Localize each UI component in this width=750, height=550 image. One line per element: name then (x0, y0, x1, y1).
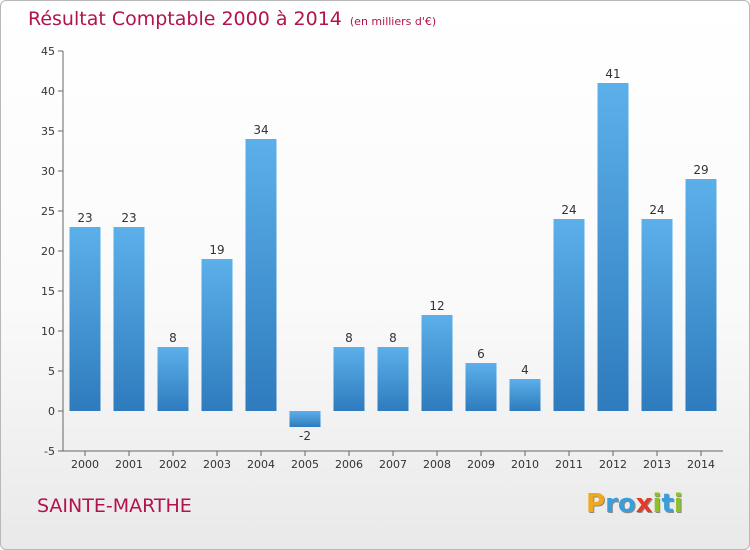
x-tick-label: 2000 (71, 458, 99, 471)
logo-letter: i (652, 489, 662, 519)
logo-letter: t (661, 489, 674, 519)
bar-value-label: 24 (649, 203, 664, 217)
y-tick-label: 25 (41, 205, 55, 218)
x-tick-label: 2012 (599, 458, 627, 471)
x-tick-label: 2010 (511, 458, 539, 471)
bar-value-label: 8 (169, 331, 177, 345)
x-tick-label: 2008 (423, 458, 451, 471)
x-tick-label: 2011 (555, 458, 583, 471)
y-tick-label: -5 (44, 445, 55, 458)
x-tick-label: 2006 (335, 458, 363, 471)
y-tick-label: 15 (41, 285, 55, 298)
bars-group (69, 83, 717, 427)
bar-2011 (553, 219, 585, 411)
bar-value-label: 6 (477, 347, 485, 361)
x-tick-label: 2005 (291, 458, 319, 471)
bar-value-label: 24 (561, 203, 576, 217)
x-tick-label: 2001 (115, 458, 143, 471)
bar-2004 (245, 139, 277, 411)
logo-letter: r (605, 489, 618, 519)
bar-value-label: 8 (345, 331, 353, 345)
bar-2002 (157, 347, 189, 411)
bar-2014 (685, 179, 717, 411)
x-tick-label: 2013 (643, 458, 671, 471)
bar-value-label: 4 (521, 363, 529, 377)
bar-2006 (333, 347, 365, 411)
x-tick-label: 2003 (203, 458, 231, 471)
bar-value-label: 41 (605, 67, 620, 81)
bar-value-label: 8 (389, 331, 397, 345)
bar-value-label: 23 (77, 211, 92, 225)
bar-2000 (69, 227, 101, 411)
bar-value-label: 29 (693, 163, 708, 177)
bar-2001 (113, 227, 145, 411)
y-tick-label: 30 (41, 165, 55, 178)
bar-value-label: 12 (429, 299, 444, 313)
logo-letter: P (586, 489, 606, 519)
place-name: SAINTE-MARTHE (37, 495, 192, 517)
bar-2010 (509, 379, 541, 411)
title-text: Résultat Comptable 2000 à 2014 (28, 8, 342, 30)
bar-2009 (465, 363, 497, 411)
logo-letter: o (617, 489, 636, 519)
axes: -5 0 5 10 15 20 25 30 35 40 45 2000 2001 2002 2003 2004… (41, 45, 723, 471)
x-tick-label: 2007 (379, 458, 407, 471)
x-tick-label: 2009 (467, 458, 495, 471)
bar-value-label: 23 (121, 211, 136, 225)
bar-value-label: -2 (299, 429, 311, 443)
y-tick-label: 40 (41, 85, 55, 98)
x-tick-label: 2004 (247, 458, 275, 471)
x-tick-label: 2014 (687, 458, 715, 471)
y-tick-label: 45 (41, 45, 55, 58)
bar-value-label: 34 (253, 123, 268, 137)
y-tick-label: 20 (41, 245, 55, 258)
y-tick-label: 0 (48, 405, 55, 418)
bar-2005 (289, 411, 321, 427)
bar-2008 (421, 315, 453, 411)
logo-letter: i (673, 489, 683, 519)
y-tick-label: 10 (41, 325, 55, 338)
bar-value-label: 19 (209, 243, 224, 257)
logo-letter: x (635, 489, 653, 519)
bar-2003 (201, 259, 233, 411)
y-tick-label: 35 (41, 125, 55, 138)
value-labels-group: 23 23 8 19 34 -2 8 8 12 6 4 24 41 24 29 (77, 67, 708, 443)
chart-title: Résultat Comptable 2000 à 2014 (en millie… (28, 8, 436, 30)
proxiti-logo: Proxiti (586, 489, 683, 519)
bar-2007 (377, 347, 409, 411)
bar-2013 (641, 219, 673, 411)
x-tick-label: 2002 (159, 458, 187, 471)
bar-2012 (597, 83, 629, 411)
y-tick-label: 5 (48, 365, 55, 378)
subtitle-text: (en milliers d'€) (349, 15, 437, 28)
